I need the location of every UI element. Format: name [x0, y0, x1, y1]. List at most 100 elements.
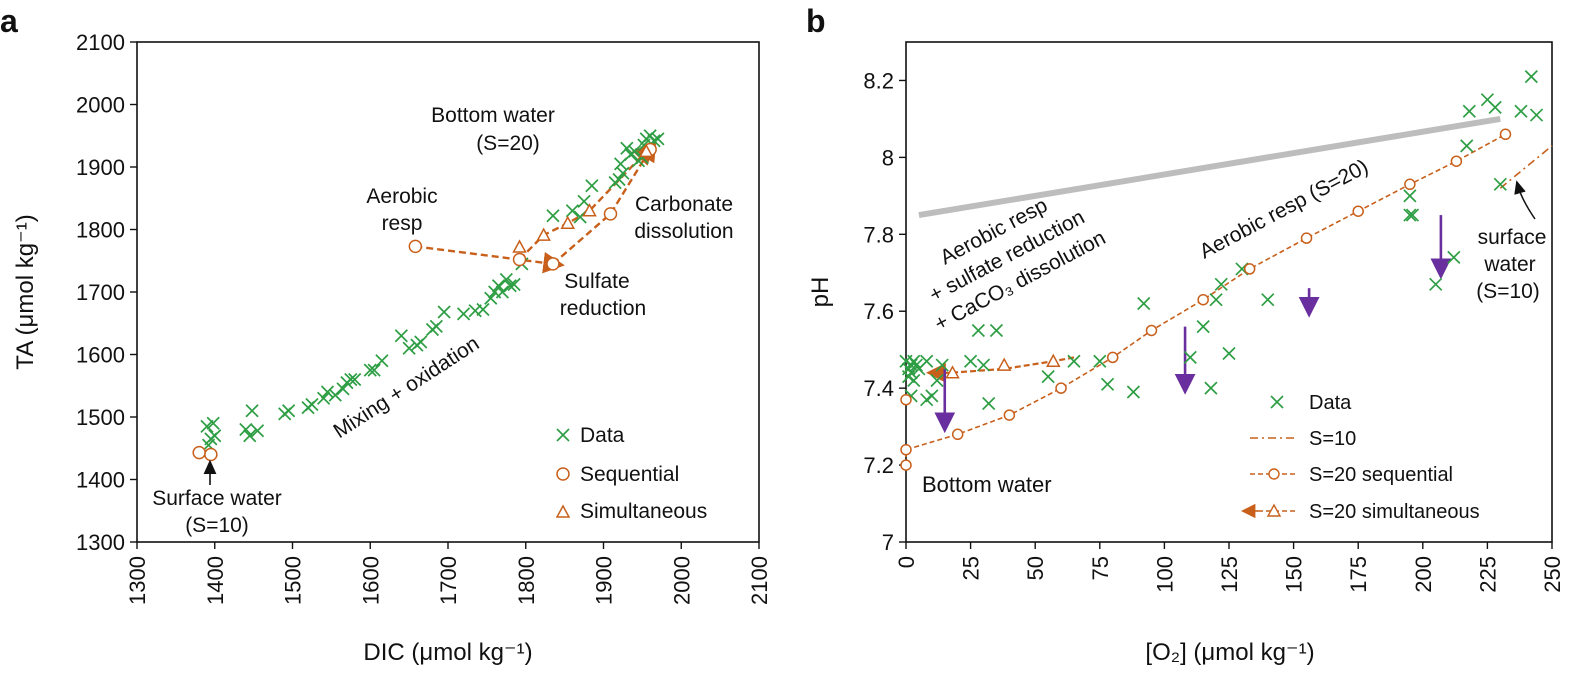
- data-point: [503, 279, 517, 293]
- data-point: [989, 323, 1004, 338]
- data-point: [208, 429, 222, 443]
- sequential-point: [1145, 324, 1158, 337]
- data-point: [1429, 277, 1443, 291]
- data-point: [394, 329, 408, 343]
- data-point: [328, 388, 342, 402]
- xtick-label: 1900: [592, 556, 617, 605]
- data-point: [925, 389, 939, 403]
- xtick-label: 175: [1346, 556, 1371, 593]
- annot-carbonate: Carbonate: [635, 193, 733, 216]
- sequential-point: [900, 393, 912, 406]
- panel-b: b 0 25 50 75 100 125 150 175 200 225 250 7 7.2 7.4 7.…: [806, 3, 1565, 666]
- xtick-label: 100: [1152, 556, 1177, 593]
- sequential-aerobic-path: [415, 245, 565, 274]
- simultaneous-point: [996, 357, 1012, 371]
- xtick-label: 75: [1088, 556, 1113, 580]
- data-point: [577, 194, 591, 208]
- sequential-point: [1106, 351, 1119, 364]
- data-point: [206, 416, 220, 430]
- data-point: [982, 396, 996, 411]
- data-point: [651, 132, 665, 146]
- data-point: [363, 363, 377, 377]
- simultaneous-point: [582, 203, 597, 217]
- sequential-point: [900, 459, 912, 471]
- data-point: [976, 358, 991, 372]
- sequential-point: [951, 428, 964, 441]
- xtick-label: 225: [1475, 556, 1500, 593]
- panel-a-ytick-labels: 1300 1400 1500 1600 1700 1800 1900 2000 2100: [76, 30, 125, 555]
- legend-data-label: Data: [580, 424, 625, 447]
- data-point: [402, 341, 416, 355]
- panel-a-xtick-labels: 1300 1400 1500 1600 1700 1800 1900 2000 2100: [125, 556, 772, 605]
- sequential-point: [1055, 382, 1067, 394]
- data-point: [930, 373, 944, 388]
- legend-b-seq-label: S=20 sequential: [1309, 464, 1453, 486]
- annot-surface-water: Surface water: [152, 487, 282, 510]
- ytick-label: 7.6: [863, 299, 894, 324]
- data-point: [920, 354, 934, 368]
- simultaneous-point: [560, 215, 575, 229]
- xtick-label: 2100: [747, 556, 772, 605]
- xtick-label: 1800: [514, 556, 539, 605]
- data-point: [620, 141, 634, 155]
- reference-grey-line: [918, 115, 1501, 219]
- xtick-label: 0: [894, 556, 919, 568]
- data-point: [935, 358, 949, 372]
- data-point: [627, 144, 642, 158]
- data-point: [507, 277, 521, 292]
- panel-b-marks: [899, 70, 1544, 471]
- legend-b-sim-marker: [1266, 503, 1282, 517]
- legend-b-s10-label: S=10: [1309, 428, 1356, 450]
- sequential-point: [192, 445, 206, 460]
- data-point: [437, 305, 451, 319]
- legend-sequential-label: Sequential: [580, 463, 679, 486]
- sequential-point: [1352, 205, 1364, 217]
- sequential-point: [408, 239, 423, 254]
- ytick-label: 1800: [76, 218, 125, 243]
- legend-b-sim-label: S=20 simultaneous: [1309, 501, 1480, 523]
- data-point: [565, 204, 580, 218]
- panel-a-legend: Data Sequential Simultaneous: [555, 424, 707, 523]
- panel-b-ylabel: pH: [807, 277, 834, 308]
- data-point: [375, 354, 389, 368]
- data-point: [1196, 320, 1210, 334]
- ytick-label: 8: [882, 145, 894, 170]
- data-point: [414, 335, 428, 349]
- simultaneous-point: [536, 227, 551, 241]
- ytick-label: 8.2: [863, 68, 894, 93]
- ytick-label: 1600: [76, 343, 125, 368]
- simultaneous-point: [512, 239, 527, 253]
- panel-a: a 1300 1400 1500 1600 1700 1800 1900 2000 2100 1…: [0, 3, 772, 666]
- data-point: [1405, 208, 1420, 222]
- data-point: [904, 366, 918, 380]
- sequential-point: [900, 443, 912, 456]
- simultaneous-point: [945, 365, 960, 379]
- ytick-label: 1400: [76, 468, 125, 493]
- legend-b-data-label: Data: [1309, 392, 1352, 414]
- data-point: [614, 157, 628, 171]
- sequential-point: [1300, 232, 1313, 244]
- simultaneous-point: [1046, 353, 1061, 367]
- annot-b-water: water: [1483, 253, 1535, 276]
- data-point: [1214, 277, 1228, 291]
- data-point: [429, 319, 443, 333]
- panel-b-legend: Data S=10 S=20 sequential S=20 simultane…: [1241, 392, 1480, 523]
- annot-aerobic-s20: Aerobic resp (S=20): [1196, 155, 1372, 263]
- data-point: [491, 279, 506, 293]
- data-point: [1524, 70, 1538, 84]
- data-point: [1488, 100, 1502, 114]
- surface-water-b-arrow: [1514, 180, 1536, 220]
- annot-surface-s: (S=10): [185, 514, 249, 537]
- data-point: [1447, 250, 1461, 264]
- panel-b-ticks: [899, 79, 1553, 549]
- sequential-point: [1003, 409, 1016, 421]
- legend-b-seq-marker: [1268, 468, 1280, 480]
- data-point: [909, 358, 923, 372]
- ytick-label: 7: [882, 530, 894, 555]
- ytick-label: 1700: [76, 280, 125, 305]
- simultaneous-point: [638, 143, 654, 158]
- data-point: [963, 354, 978, 368]
- data-point: [1183, 350, 1197, 364]
- ytick-label: 1900: [76, 155, 125, 180]
- annot-b-bottom-water: Bottom water: [922, 472, 1052, 497]
